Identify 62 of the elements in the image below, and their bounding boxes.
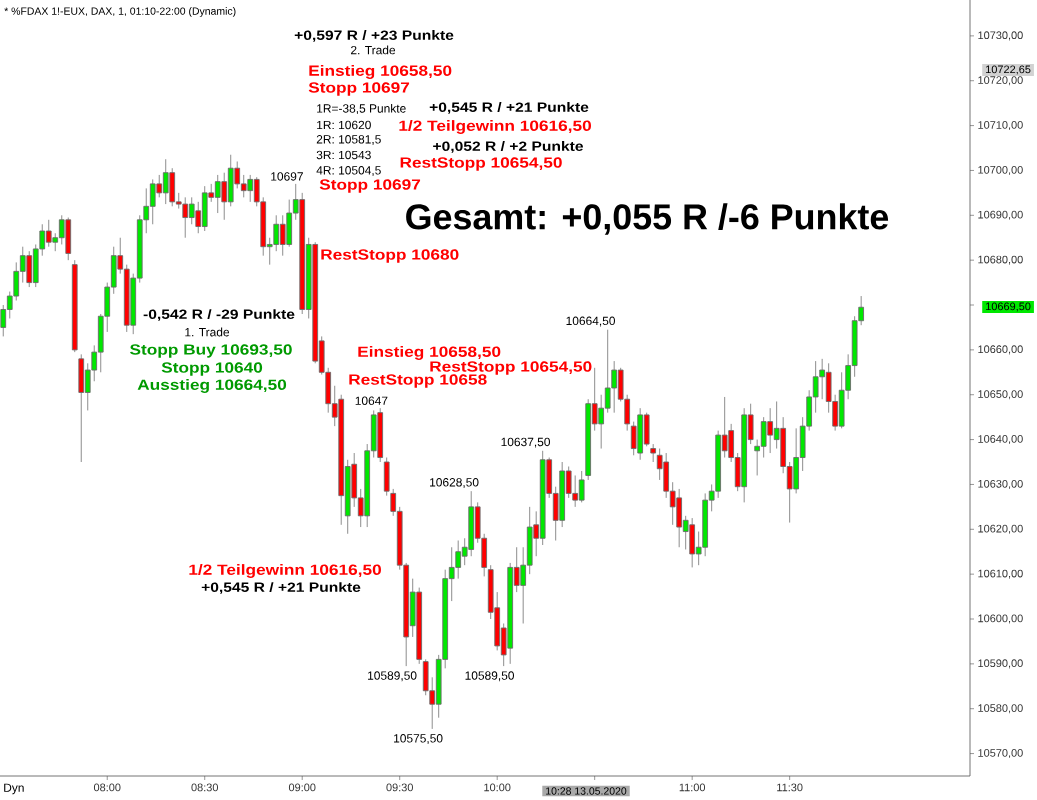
annotation: +0,597 R / +23 Punkte bbox=[294, 30, 454, 42]
x-tick-label: 09:30 bbox=[386, 783, 413, 792]
annotation: 1/2 Teilgewinn 10616,50 bbox=[189, 564, 381, 578]
x-tick-label: 08:30 bbox=[191, 783, 218, 792]
annotation: Gesamt: +0,055 R /-6 Punkte bbox=[406, 203, 889, 235]
annotation: 3R: 10543 bbox=[316, 150, 371, 160]
y-tick-label: 10680,00 bbox=[978, 255, 1023, 265]
y-tick-label: 10690,00 bbox=[978, 210, 1023, 220]
x-tick-label: 11:30 bbox=[777, 783, 803, 792]
annotation: 1/2 Teilgewinn 10616,50 bbox=[399, 120, 591, 134]
annotation: Einstieg 10658,50 bbox=[358, 346, 501, 360]
annotation: RestStopp 10680 bbox=[321, 249, 459, 263]
annotation: RestStopp 10654,50 bbox=[430, 361, 592, 375]
annotation: 10628,50 bbox=[430, 478, 479, 488]
annotation: 10589,50 bbox=[465, 671, 515, 682]
text: 10722,65 bbox=[986, 65, 1031, 75]
annotation: Stopp Buy 10693,50 bbox=[130, 344, 292, 358]
annotation: Einstieg 10658,50 bbox=[309, 65, 452, 79]
annotation: RestStopp 10658 bbox=[349, 374, 487, 388]
annotation: -0,542 R / -29 Punkte bbox=[143, 309, 295, 321]
y-tick-label: 10570,00 bbox=[978, 749, 1023, 759]
annotation: 10589,50 bbox=[368, 671, 417, 682]
text: Dyn bbox=[4, 783, 24, 795]
y-tick-label: 10610,00 bbox=[978, 569, 1023, 579]
annotation: Stopp 10697 bbox=[319, 179, 421, 193]
annotation: 2R: 10581,5 bbox=[316, 135, 381, 145]
y-tick-label: 10630,00 bbox=[978, 479, 1023, 489]
y-tick-label: 10650,00 bbox=[978, 390, 1023, 400]
y-tick-label: 10700,00 bbox=[978, 165, 1023, 175]
annotation: 4R: 10504,5 bbox=[316, 166, 381, 176]
x-tick-label: 09:00 bbox=[288, 783, 316, 792]
x-tick-label: 11:00 bbox=[679, 783, 706, 792]
y-tick-label: 10620,00 bbox=[978, 524, 1023, 534]
annotation: Stopp 10640 bbox=[161, 362, 263, 376]
annotation: 10664,50 bbox=[566, 316, 616, 327]
y-tick-label: 10660,00 bbox=[978, 345, 1023, 355]
annotation: 1R=-38,5 Punkte bbox=[317, 103, 406, 115]
annotation: 1R: 10620 bbox=[317, 120, 371, 130]
annotation: Stopp 10697 bbox=[308, 82, 410, 96]
y-tick-label: 10600,00 bbox=[978, 614, 1023, 624]
y-tick-label: 10710,00 bbox=[978, 121, 1023, 131]
text: * %FDAX 1!-EUX, DAX, 1, 01:10-22:00 (Dynamic) bbox=[4, 7, 236, 17]
y-tick-label: 10590,00 bbox=[978, 659, 1023, 669]
annotation: Ausstieg 10664,50 bbox=[137, 379, 287, 393]
annotation: 10647 bbox=[355, 396, 388, 405]
annotation: 10637,50 bbox=[501, 437, 551, 448]
annotation: 10697 bbox=[271, 172, 303, 181]
text: 10669,50 bbox=[986, 302, 1031, 312]
annotation: 2. Trade bbox=[351, 45, 396, 55]
annotation: +0,545 R / +21 Punkte bbox=[429, 102, 589, 114]
annotation: 1. Trade bbox=[185, 327, 230, 337]
x-tick-label: 08:00 bbox=[93, 783, 121, 792]
x-tick-label: 10:00 bbox=[484, 783, 511, 792]
annotation: RestStopp 10654,50 bbox=[400, 157, 562, 171]
y-tick-label: 10580,00 bbox=[978, 704, 1023, 714]
annotation: +0,545 R / +21 Punkte bbox=[201, 582, 361, 594]
text: 10:28 13.05.2020 bbox=[546, 787, 627, 795]
y-tick-label: 10720,00 bbox=[978, 76, 1023, 86]
y-tick-label: 10640,00 bbox=[978, 435, 1023, 445]
annotation: 10575,50 bbox=[394, 734, 443, 744]
annotation: +0,052 R / +2 Punkte bbox=[433, 141, 583, 153]
y-tick-label: 10730,00 bbox=[978, 31, 1023, 41]
